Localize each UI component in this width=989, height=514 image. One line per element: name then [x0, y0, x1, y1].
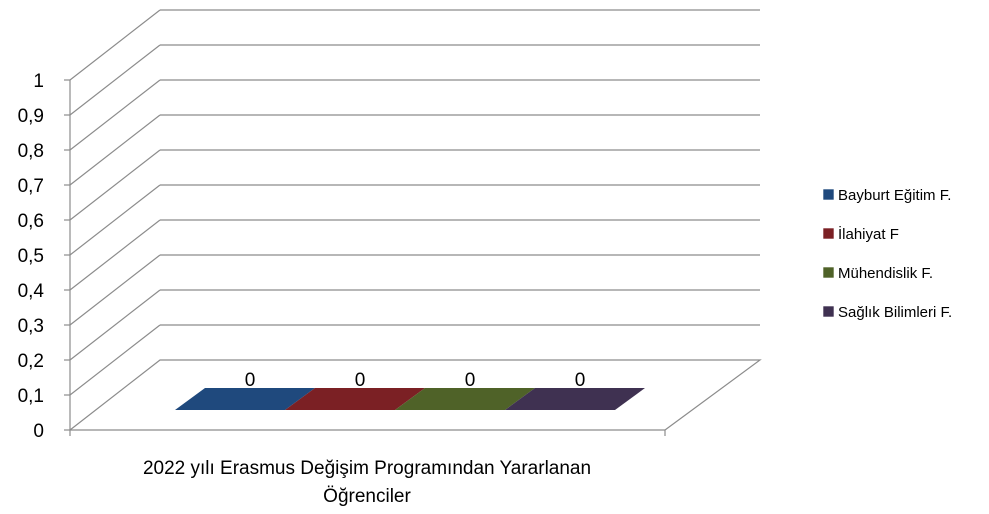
gridline-side	[69, 184, 161, 256]
y-tick-label: 0,5	[18, 246, 44, 267]
x-axis-category-label: 2022 yılı Erasmus Değişim Programından Y…	[143, 458, 591, 507]
y-tick-label: 1	[33, 71, 44, 92]
data-label: 0	[575, 370, 586, 391]
y-tick-label: 0,8	[18, 141, 44, 162]
bar-4	[505, 388, 645, 410]
legend-label: Mühendislik F.	[838, 265, 933, 282]
data-labels: 0 0 0 0	[245, 370, 586, 391]
y-tick-label: 0,4	[18, 281, 45, 302]
y-tick-label: 0,7	[18, 176, 44, 197]
y-axis-ticks: 0 0,1 0,2 0,3 0,4 0,5 0,6 0,7 0,8 0,9 1	[18, 71, 666, 442]
y-tick-label: 0,1	[18, 386, 44, 407]
chart-walls	[69, 9, 760, 396]
data-label: 0	[355, 370, 366, 391]
gridline-side	[69, 114, 161, 186]
gridline-side	[69, 9, 161, 81]
legend-label: İlahiyat F	[838, 225, 899, 243]
legend-label: Bayburt Eğitim F.	[838, 187, 951, 204]
legend: Bayburt Eğitim F. İlahiyat F Mühendislik F…	[822, 187, 952, 321]
y-tick-label: 0	[33, 421, 44, 442]
gridline-side	[69, 219, 161, 291]
bar-group	[175, 388, 645, 410]
gridline-side	[69, 79, 161, 151]
bar-3	[395, 388, 535, 410]
y-tick-label: 0,3	[18, 316, 44, 337]
y-tick-label: 0,6	[18, 211, 44, 232]
legend-swatch	[822, 188, 835, 201]
legend-swatch	[822, 266, 835, 279]
y-tick-label: 0,9	[18, 106, 44, 127]
gridline-side	[69, 149, 161, 221]
data-label: 0	[245, 370, 256, 391]
chart-floor	[69, 359, 762, 431]
floor-outline	[69, 359, 762, 431]
category-label-line: Öğrenciler	[323, 486, 411, 507]
gridline-side	[69, 44, 161, 116]
bar-2	[285, 388, 425, 410]
data-label: 0	[465, 370, 476, 391]
legend-swatch	[822, 305, 835, 318]
legend-label: Sağlık Bilimleri F.	[838, 304, 952, 321]
gridline-side	[69, 324, 161, 396]
gridline-side	[69, 254, 161, 326]
bar-1	[175, 388, 315, 410]
gridline-side	[69, 289, 161, 361]
legend-swatch	[822, 227, 835, 240]
category-label-line: 2022 yılı Erasmus Değişim Programından Y…	[143, 458, 591, 479]
y-tick-label: 0,2	[18, 351, 44, 372]
